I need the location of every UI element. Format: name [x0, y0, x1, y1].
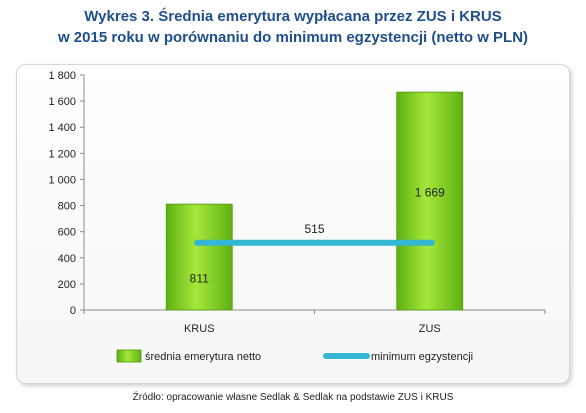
y-tick-label: 800 [58, 201, 76, 213]
y-tick-label: 1 800 [48, 70, 76, 82]
y-tick-label: 1 400 [48, 122, 76, 134]
source-note: Źródło: opracowanie własne Sedlak & Sedl… [132, 392, 454, 403]
legend-label-line: minimum egzystencji [371, 351, 473, 363]
y-tick-label: 1 200 [48, 148, 76, 160]
bar-value-label: 1 669 [415, 186, 445, 200]
chart-frame [16, 64, 570, 384]
bar [396, 91, 464, 311]
legend-swatch-bar [116, 349, 142, 363]
x-tick-label: KRUS [184, 323, 215, 335]
data-labels: 811 1 669 515 [190, 186, 445, 286]
chart-title: Wykres 3. Średnia emerytura wypłacana pr… [0, 6, 586, 48]
bar [165, 203, 233, 311]
y-tick-label: 0 [70, 305, 76, 317]
bar-value-label: 811 [190, 271, 209, 285]
y-tick-label: 600 [58, 227, 76, 239]
bars [165, 91, 464, 311]
y-tick-label: 1 600 [48, 96, 76, 108]
legend-label-bar: średnia emerytura netto [145, 351, 261, 363]
legend: średnia emerytura netto minimum egzystenc… [116, 349, 473, 363]
chart-title-line-1: Wykres 3. Średnia emerytura wypłacana pr… [84, 8, 502, 25]
y-tick-label: 400 [58, 253, 76, 265]
axes: 0 200 400 600 800 1 000 1 200 1 400 1 600 1 800 KR… [48, 70, 546, 335]
y-tick-label: 200 [58, 279, 76, 291]
line-value-label: 515 [304, 222, 324, 236]
x-tick-label: ZUS [419, 323, 441, 335]
chart-title-line-2: w 2015 roku w porównaniu do minimum egzy… [57, 29, 529, 46]
y-tick-label: 1 000 [48, 174, 76, 186]
